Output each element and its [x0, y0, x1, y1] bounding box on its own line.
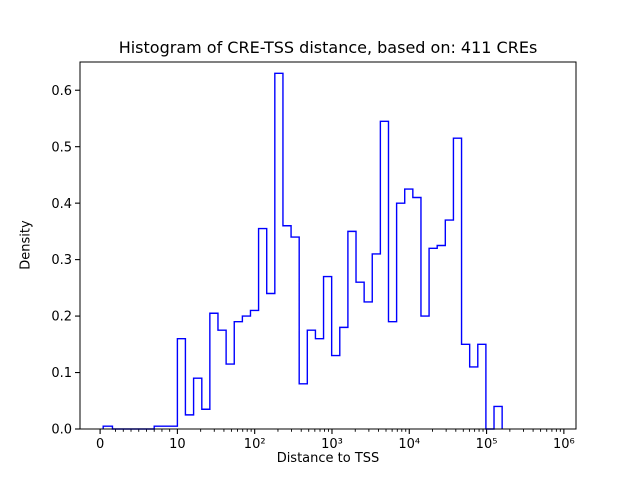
x-axis-label: Distance to TSS — [276, 451, 380, 466]
y-tick-label: 0.5 — [51, 140, 72, 155]
y-tick-label: 0.1 — [51, 366, 72, 381]
y-tick-label: 0.4 — [51, 197, 72, 212]
y-tick-label: 0.0 — [51, 423, 72, 438]
x-tick-label: 0 — [96, 437, 104, 452]
x-tick-label: 10³ — [321, 437, 343, 452]
y-axis-label: Density — [18, 220, 34, 270]
y-tick-label: 0.3 — [51, 253, 72, 268]
histogram-line — [102, 72, 503, 430]
y-tick-label: 0.6 — [51, 84, 72, 99]
chart-title: Histogram of CRE-TSS distance, based on:… — [118, 38, 538, 57]
x-tick-label: 10⁶ — [553, 437, 575, 452]
x-tick-label: 10² — [244, 437, 266, 452]
x-tick-label: 10⁵ — [476, 437, 498, 452]
x-tick-label: 10⁴ — [398, 437, 420, 452]
y-tick-label: 0.2 — [51, 310, 72, 325]
x-tick-label: 10 — [169, 437, 186, 452]
plot-border — [79, 61, 577, 430]
